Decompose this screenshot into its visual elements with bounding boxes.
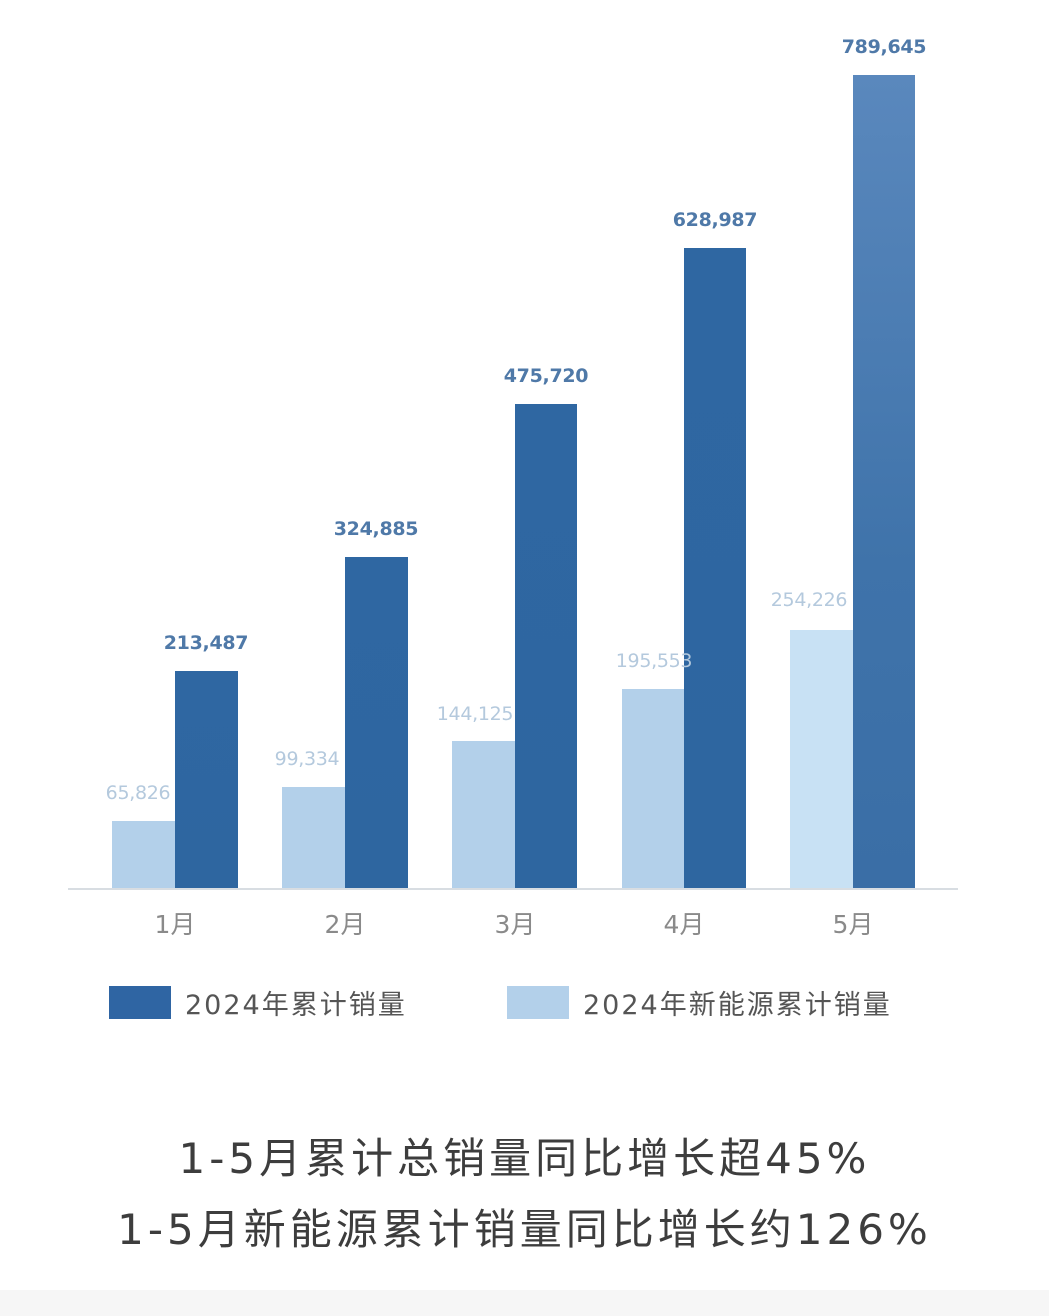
x-tick-jan: 1月 bbox=[154, 910, 196, 939]
bar-total-jan bbox=[175, 671, 238, 888]
bar-total-feb bbox=[345, 557, 408, 888]
value-label-total-may: 789,645 bbox=[841, 36, 927, 58]
bar-nev-apr bbox=[622, 689, 684, 888]
legend-item-total: 2024年累计销量 bbox=[109, 985, 407, 1021]
x-axis-line bbox=[68, 888, 958, 890]
bar-chart: 65,826 213,487 99,334 324,885 144,125 47… bbox=[68, 36, 958, 939]
bar-nev-feb bbox=[282, 787, 345, 888]
legend-swatch-nev bbox=[507, 985, 569, 1019]
legend-label-nev: 2024年新能源累计销量 bbox=[583, 989, 892, 1021]
bar-nev-may bbox=[790, 630, 853, 888]
x-tick-may: 5月 bbox=[832, 910, 874, 939]
summary-line-total: 1-5月累计总销量同比增长超45% bbox=[178, 1134, 871, 1183]
bar-total-may bbox=[853, 75, 915, 888]
bottom-band bbox=[0, 1290, 1049, 1316]
summary-line-nev: 1-5月新能源累计销量同比增长约126% bbox=[117, 1205, 932, 1254]
value-label-nev-feb: 99,334 bbox=[274, 748, 340, 770]
legend-swatch-total bbox=[109, 985, 171, 1019]
value-label-nev-mar: 144,125 bbox=[436, 703, 514, 725]
value-label-total-mar: 475,720 bbox=[503, 365, 589, 387]
value-label-nev-may: 254,226 bbox=[770, 589, 848, 611]
value-label-total-jan: 213,487 bbox=[163, 632, 249, 654]
bar-total-mar bbox=[515, 404, 577, 888]
legend-item-nev: 2024年新能源累计销量 bbox=[507, 985, 892, 1021]
legend-label-total: 2024年累计销量 bbox=[185, 989, 407, 1021]
value-label-total-apr: 628,987 bbox=[672, 209, 758, 231]
x-tick-feb: 2月 bbox=[324, 910, 366, 939]
value-label-nev-apr: 195,553 bbox=[615, 650, 693, 672]
bar-total-apr bbox=[684, 248, 746, 888]
bar-nev-mar bbox=[452, 741, 515, 888]
value-label-total-feb: 324,885 bbox=[333, 518, 419, 540]
bar-nev-jan bbox=[112, 821, 175, 888]
value-label-nev-jan: 65,826 bbox=[105, 782, 171, 804]
x-tick-apr: 4月 bbox=[663, 910, 705, 939]
x-tick-mar: 3月 bbox=[494, 910, 536, 939]
